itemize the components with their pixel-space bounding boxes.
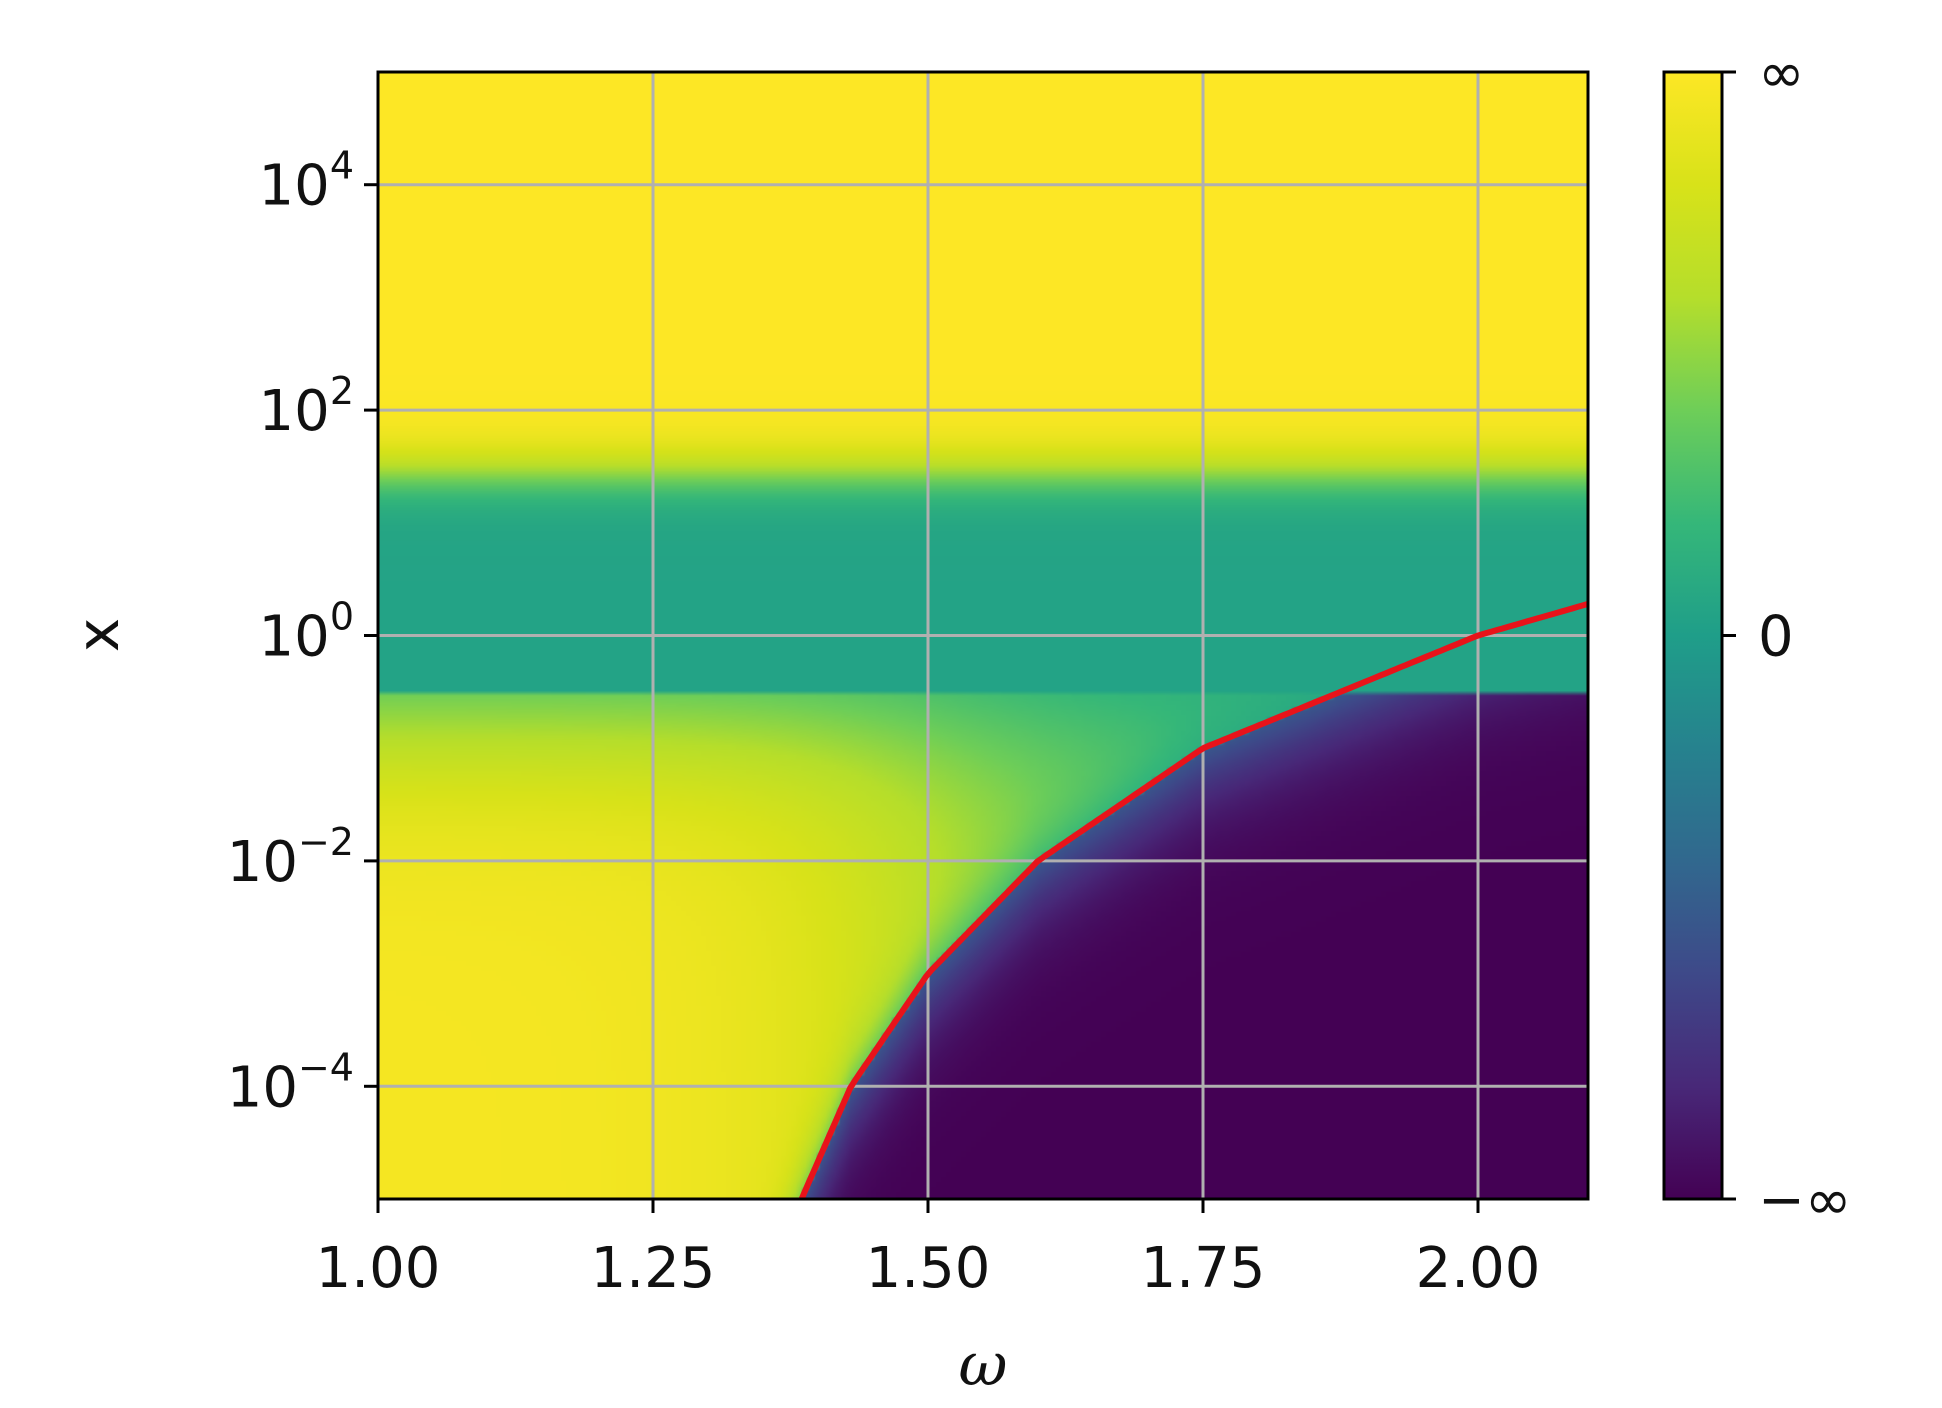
x-tick-label: 1.00 bbox=[316, 1236, 441, 1301]
x-tick-label: 2.00 bbox=[1416, 1236, 1541, 1301]
colorbar: ∞ 0 −∞ bbox=[1662, 41, 1852, 1233]
colorbar-tick-label: ∞ bbox=[1758, 41, 1805, 106]
x-tick-label: 1.75 bbox=[1141, 1236, 1266, 1301]
grid-lines bbox=[378, 72, 1588, 1199]
colorbar-tick-label: −∞ bbox=[1758, 1168, 1852, 1233]
x-axis: 1.00 1.25 1.50 1.75 2.00 bbox=[316, 1199, 1541, 1301]
y-tick-label: 100 bbox=[259, 595, 354, 670]
y-tick-label: 10−4 bbox=[227, 1045, 354, 1120]
red-curve bbox=[798, 600, 1588, 1199]
x-axis-label: ω bbox=[959, 1330, 1008, 1400]
y-axis-label: x bbox=[64, 618, 132, 652]
colorbar-tick-label: 0 bbox=[1758, 605, 1794, 670]
y-axis: 104 102 100 10−2 10−4 bbox=[227, 144, 378, 1120]
x-tick-label: 1.25 bbox=[591, 1236, 716, 1301]
colorbar-gradient bbox=[1662, 70, 1724, 1201]
y-tick-label: 102 bbox=[259, 369, 354, 444]
x-tick-label: 1.50 bbox=[866, 1236, 991, 1301]
y-tick-label: 104 bbox=[259, 144, 354, 219]
y-tick-label: 10−2 bbox=[227, 820, 354, 895]
colorbar-ticks: ∞ 0 −∞ bbox=[1722, 41, 1852, 1233]
